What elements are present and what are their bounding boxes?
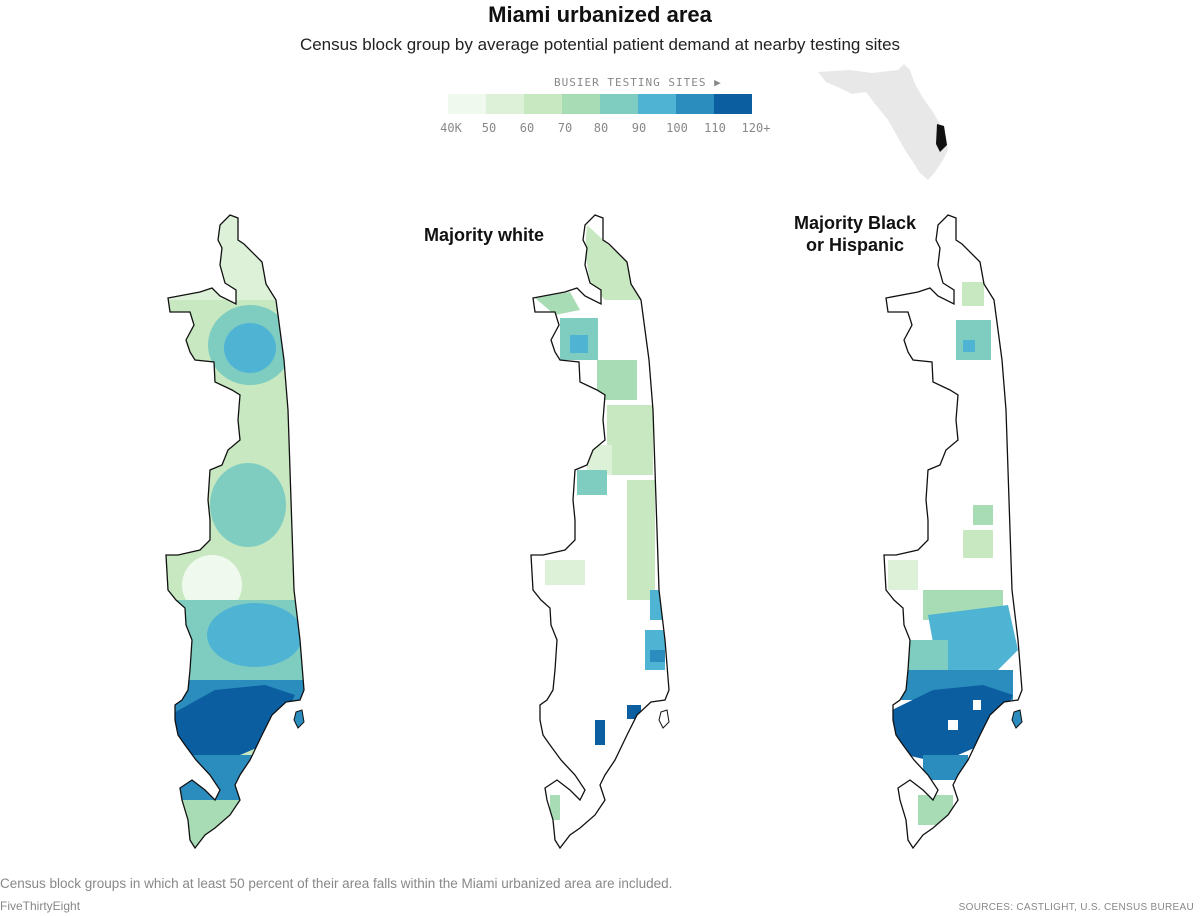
legend-color-scale xyxy=(448,94,752,114)
legend-tick: 90 xyxy=(631,121,647,135)
legend-heading: BUSIER TESTING SITES ▶ xyxy=(554,76,722,89)
map-title: Miami urbanized area xyxy=(488,2,712,27)
legend-swatch xyxy=(562,94,600,114)
panel-label-majority-black-hispanic: Majority Black or Hispanic xyxy=(780,212,930,256)
legend-tick: 50 xyxy=(481,121,497,135)
map-panel-majority-black-hispanic xyxy=(883,214,1023,849)
legend-tick: 70 xyxy=(557,121,573,135)
legend-swatch xyxy=(638,94,676,114)
legend-swatch xyxy=(714,94,752,114)
credit: FiveThirtyEight xyxy=(0,899,81,913)
florida-inset xyxy=(818,64,948,180)
legend-swatch xyxy=(524,94,562,114)
legend-swatch xyxy=(600,94,638,114)
legend-tick: 80 xyxy=(593,121,609,135)
footnote: Census block groups in which at least 50… xyxy=(0,876,673,891)
map-subtitle: Census block group by average potential … xyxy=(299,35,901,54)
panel-label-line: Majority Black xyxy=(793,213,917,233)
legend-swatch xyxy=(486,94,524,114)
legend-tick: 100 xyxy=(666,121,688,135)
panel-label-line: or Hispanic xyxy=(805,235,905,255)
legend-tick: 60 xyxy=(519,121,535,135)
legend-tick: 120+ xyxy=(741,121,771,135)
map-panel-majority-white xyxy=(530,214,670,849)
panel-label-majority-white: Majority white xyxy=(424,225,545,245)
legend-swatch xyxy=(448,94,486,114)
legend-swatch xyxy=(676,94,714,114)
map-panel-all xyxy=(165,214,305,849)
legend-tick: 40K xyxy=(440,121,462,135)
legend-tick: 110 xyxy=(704,121,726,135)
sources: SOURCES: CASTLIGHT, U.S. CENSUS BUREAU xyxy=(958,902,1194,913)
